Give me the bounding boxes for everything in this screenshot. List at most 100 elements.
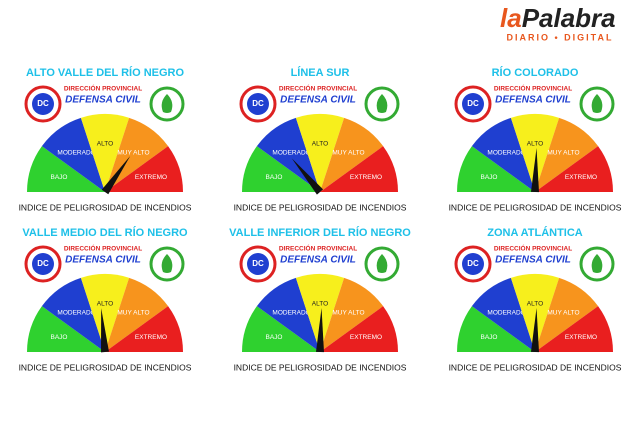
- level-label: MUY ALTO: [332, 310, 364, 317]
- logo-text: DC: [467, 99, 479, 108]
- panel-title: ALTO VALLE DEL RÍO NEGRO: [26, 66, 185, 79]
- panel-title: VALLE MEDIO DEL RÍO NEGRO: [22, 226, 188, 239]
- level-label: EXTREMO: [350, 174, 382, 181]
- gauge-segment: [105, 306, 183, 352]
- agency-line2: DEFENSA CIVIL: [495, 95, 571, 106]
- needle: [531, 308, 539, 353]
- level-label: ALTO: [97, 140, 113, 147]
- level-label: BAJO: [481, 174, 498, 181]
- caption: INDICE DE PELIGROSIDAD DE INCENDIOS: [234, 202, 407, 212]
- logo-text: DC: [467, 259, 479, 268]
- gauge-segment: [535, 117, 599, 192]
- brand-a: la: [500, 3, 522, 33]
- gauge-segment: [535, 146, 613, 192]
- level-label: MODERADO: [487, 310, 525, 317]
- gauge-segment: [320, 117, 384, 192]
- caption: INDICE DE PELIGROSIDAD DE INCENDIOS: [234, 362, 407, 372]
- gauge-segment: [80, 274, 130, 352]
- level-label: MODERADO: [57, 310, 95, 317]
- gauge-segment: [457, 146, 535, 192]
- agency-line2: DEFENSA CIVIL: [65, 255, 141, 266]
- fire-flame: [376, 94, 388, 113]
- level-label: ALTO: [312, 300, 328, 307]
- agency-line2: DEFENSA CIVIL: [495, 255, 571, 266]
- needle: [316, 308, 324, 353]
- gauge-segment: [41, 117, 105, 192]
- needle: [291, 158, 324, 195]
- logo-inner: [462, 253, 484, 275]
- gauge-segment: [320, 146, 398, 192]
- gauge-segment: [535, 306, 613, 352]
- level-label: MUY ALTO: [547, 150, 579, 157]
- caption: INDICE DE PELIGROSIDAD DE INCENDIOS: [19, 362, 192, 372]
- level-label: EXTREMO: [565, 174, 597, 181]
- agency-line2: DEFENSA CIVIL: [280, 95, 356, 106]
- logo-inner: [247, 93, 269, 115]
- gauge-segment: [41, 277, 105, 352]
- agency-line1: DIRECCIÓN PROVINCIAL: [279, 84, 357, 93]
- gauge-segment: [105, 277, 169, 352]
- brand: laPalabra: [500, 3, 616, 33]
- gauge-segment: [105, 146, 183, 192]
- caption: INDICE DE PELIGROSIDAD DE INCENDIOS: [19, 202, 192, 212]
- level-label: EXTREMO: [565, 334, 597, 341]
- logo-text: DC: [252, 99, 264, 108]
- level-label: MUY ALTO: [117, 310, 149, 317]
- logo-text: DC: [252, 259, 264, 268]
- agency-line1: DIRECCIÓN PROVINCIAL: [64, 84, 142, 93]
- gauge-segment: [295, 274, 345, 352]
- level-label: MODERADO: [272, 150, 310, 157]
- gauge-segment: [27, 306, 105, 352]
- level-label: ALTO: [312, 140, 328, 147]
- agency-line2: DEFENSA CIVIL: [65, 95, 141, 106]
- fire-flame: [591, 254, 603, 273]
- level-label: BAJO: [51, 334, 68, 341]
- gauge-segment: [27, 146, 105, 192]
- gauge-segment: [471, 117, 535, 192]
- level-label: BAJO: [51, 174, 68, 181]
- needle: [101, 155, 131, 195]
- fire-flame: [376, 254, 388, 273]
- gauge-segment: [471, 277, 535, 352]
- gauge-segment: [80, 114, 130, 192]
- needle: [531, 148, 539, 193]
- agency-line2: DEFENSA CIVIL: [280, 255, 356, 266]
- caption: INDICE DE PELIGROSIDAD DE INCENDIOS: [449, 362, 622, 372]
- level-label: ALTO: [527, 140, 543, 147]
- level-label: MUY ALTO: [332, 150, 364, 157]
- gauge-segment: [105, 117, 169, 192]
- gauge-segment: [535, 277, 599, 352]
- agency-line1: DIRECCIÓN PROVINCIAL: [64, 244, 142, 253]
- brand-b: Palabra: [522, 3, 616, 33]
- tagline: DIARIO • DIGITAL: [507, 32, 614, 42]
- agency-line1: DIRECCIÓN PROVINCIAL: [279, 244, 357, 253]
- gauge-segment: [256, 277, 320, 352]
- gauge-segment: [510, 273, 560, 352]
- logo-text: DC: [37, 259, 49, 268]
- agency-line1: DIRECCIÓN PROVINCIAL: [494, 84, 572, 93]
- logo-inner: [32, 93, 54, 115]
- logo-text: DC: [37, 99, 49, 108]
- level-label: ALTO: [527, 300, 543, 307]
- level-label: MODERADO: [487, 150, 525, 157]
- fire-flame: [161, 254, 173, 273]
- logo-inner: [247, 253, 269, 275]
- level-label: EXTREMO: [350, 334, 382, 341]
- level-label: BAJO: [266, 334, 283, 341]
- caption: INDICE DE PELIGROSIDAD DE INCENDIOS: [449, 202, 622, 212]
- level-label: MODERADO: [272, 310, 310, 317]
- level-label: EXTREMO: [135, 174, 167, 181]
- gauge-segment: [242, 306, 320, 352]
- level-label: ALTO: [97, 300, 113, 307]
- level-label: MUY ALTO: [547, 310, 579, 317]
- agency-line1: DIRECCIÓN PROVINCIAL: [494, 244, 572, 253]
- gauge-segment: [295, 114, 345, 192]
- needle: [101, 308, 109, 353]
- gauge-segment: [320, 277, 384, 352]
- panel-title: ZONA ATLÁNTICA: [487, 226, 583, 239]
- logo-inner: [32, 253, 54, 275]
- panel-title: VALLE INFERIOR DEL RÍO NEGRO: [229, 226, 411, 239]
- gauge-segment: [510, 113, 560, 192]
